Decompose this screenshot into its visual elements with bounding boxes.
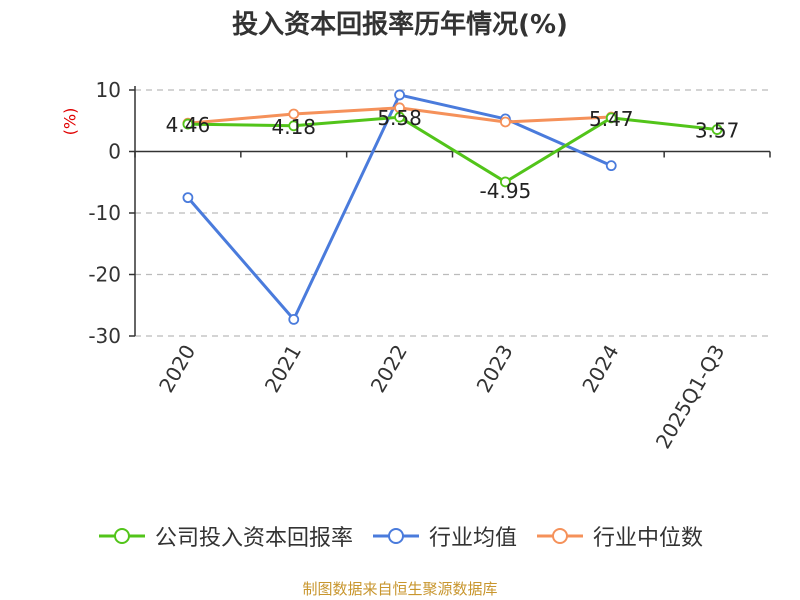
data-label: -4.95 (480, 179, 532, 203)
legend-swatch-company (98, 528, 145, 544)
series-lines (182, 89, 723, 325)
data-point-company (605, 112, 617, 124)
data-point-company (500, 176, 511, 188)
data-point-industry-avg (182, 192, 194, 204)
y-tick-label: 10 (96, 78, 121, 102)
grid-lines (135, 89, 770, 337)
line-chart: 10 0 -10 -20 -30 2020 2021 2022 2023 2024 2025Q1-Q… (88, 78, 771, 453)
data-point-company (182, 118, 194, 130)
y-tick-label: 0 (108, 140, 121, 164)
data-labels: 4.46 4.18 5.58 -4.95 5.47 3.57 (166, 106, 740, 203)
legend-label-industry-avg: 行业均值 (428, 526, 517, 551)
data-point-industry-median (288, 108, 300, 120)
legend-swatch-industry-avg (372, 528, 419, 544)
data-label: 4.46 (166, 113, 211, 137)
legend-item-industry-avg[interactable]: 行业均值 (371, 520, 517, 552)
legend-label-company: 公司投入资本回报率 (154, 526, 353, 551)
legend-item-industry-median[interactable]: 行业中位数 (535, 520, 703, 552)
legend: 公司投入资本回报率 行业均值 行业中位数 (0, 520, 800, 552)
data-point-industry-avg (394, 89, 405, 101)
data-point-industry-median (500, 116, 511, 128)
y-tick-label: -10 (88, 201, 121, 225)
data-label: 5.47 (589, 107, 634, 131)
x-tick-label: 2020 (154, 341, 200, 397)
y-tick-label: -30 (88, 324, 121, 348)
x-tick-label: 2022 (366, 341, 412, 397)
y-tick-label: -20 (88, 263, 121, 287)
x-tick-label: 2021 (260, 341, 306, 397)
data-point-company (288, 120, 300, 132)
data-point-industry-avg (288, 313, 300, 325)
data-point-industry-avg (605, 160, 617, 172)
data-point-company (394, 111, 405, 123)
series-line-company (187, 115, 718, 184)
x-tick-label: 2024 (577, 341, 623, 397)
data-point-company (711, 124, 723, 135)
data-label: 4.18 (271, 115, 316, 139)
legend-swatch-industry-median (537, 528, 583, 544)
legend-label-industry-median: 行业中位数 (593, 526, 704, 551)
chart-title: 投入资本回报率历年情况(%) (232, 10, 568, 40)
x-tick-label: 2025Q1-Q3 (651, 341, 730, 453)
x-tick-label: 2023 (472, 341, 518, 397)
data-label: 5.58 (377, 106, 422, 130)
data-source-note: 制图数据来自恒生聚源数据库 (302, 580, 498, 598)
data-label: 3.57 (695, 119, 740, 143)
legend-item-company[interactable]: 公司投入资本回报率 (97, 520, 353, 552)
